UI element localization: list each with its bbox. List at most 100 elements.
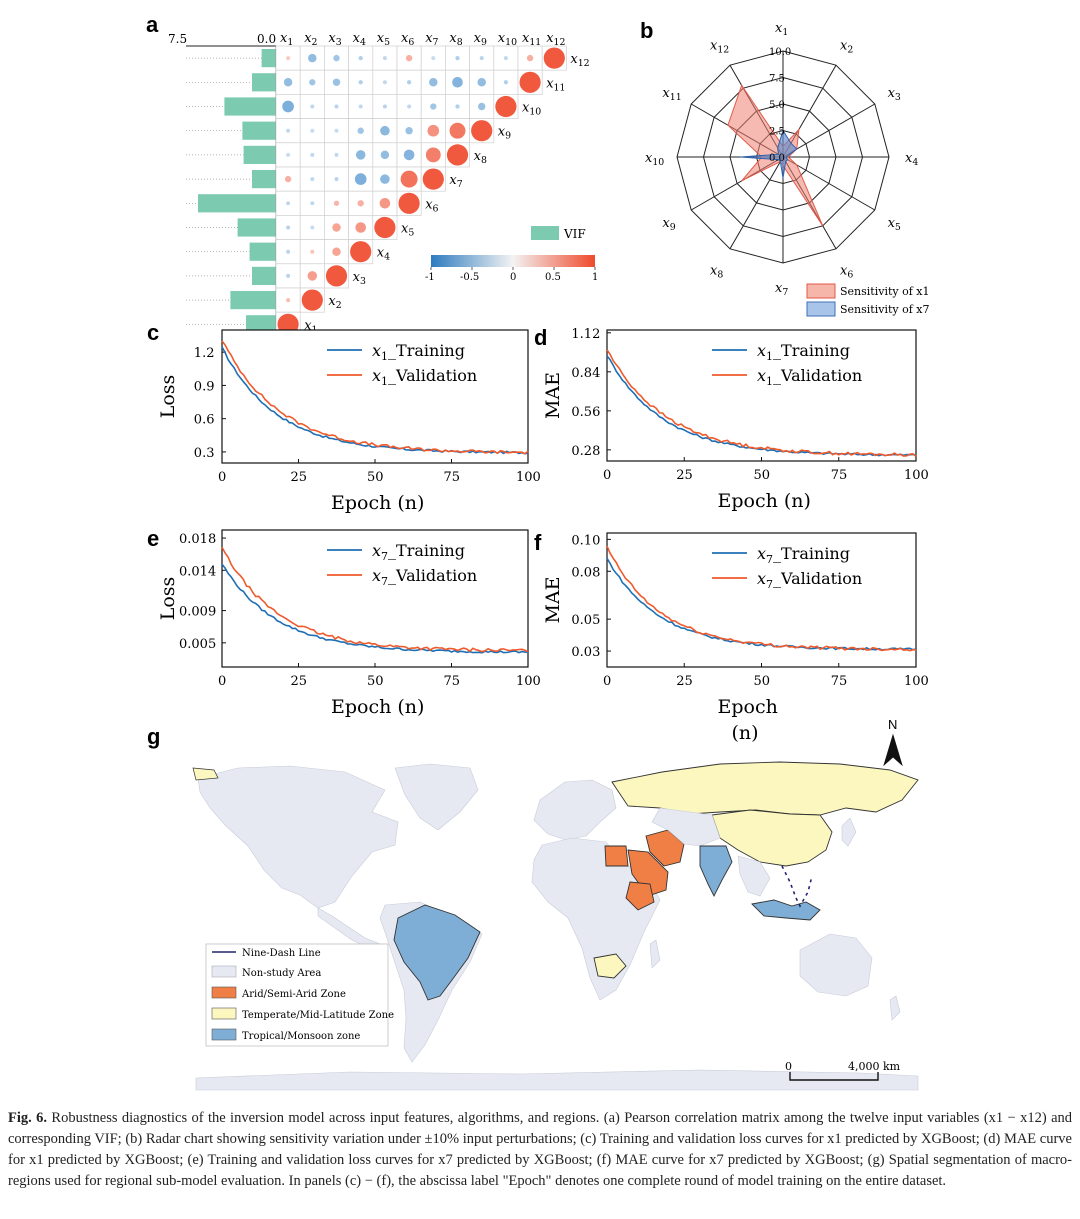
corr-circle-r6-c1: [284, 175, 292, 183]
corr-circle-r7-c6: [398, 192, 420, 214]
corr-circle-r4-c5: [380, 125, 390, 136]
y-tick-0.005: 0.005: [179, 637, 216, 652]
panel-label-b: b: [640, 18, 653, 43]
legend-label-x1_Validation: x1_Validation: [372, 366, 477, 388]
top-label-x1: x1: [280, 31, 293, 48]
radar-axis-label-x5: x5: [888, 216, 901, 233]
radar-legend-label-x1: Sensitivity of x1: [840, 285, 930, 298]
vif-bar-x4: [249, 242, 276, 261]
legend-label-x7_Training: x7_Training: [757, 544, 850, 566]
corr-circle-r2-c9: [477, 78, 486, 87]
panel-label-d: d: [534, 325, 547, 350]
corr-circle-r4-c4: [357, 127, 364, 134]
corr-circle-r6-c2: [310, 177, 315, 182]
x-tick-0: 0: [603, 674, 611, 689]
y-axis-label: MAE: [542, 576, 564, 623]
y-tick-0.9: 0.9: [194, 379, 215, 394]
corr-circle-r8-c2: [310, 225, 315, 230]
vif-bar-x5: [237, 218, 276, 237]
north-label: N: [888, 717, 897, 732]
corr-circle-r7-c5: [379, 198, 391, 209]
x-tick-100: 100: [516, 674, 541, 689]
x-tick-100: 100: [516, 470, 541, 485]
top-label-x6: x6: [401, 31, 414, 48]
corr-circle-r5-c2: [310, 152, 315, 157]
diag-label-x10: x10: [522, 101, 541, 118]
y-tick-0.10: 0.10: [571, 533, 600, 548]
corr-circle-r3-c2: [310, 104, 315, 109]
corr-circle-r1-c11: [526, 54, 534, 62]
corr-circle-r1-c5: [382, 56, 387, 61]
radar-axis-label-x10: x10: [645, 151, 664, 168]
corr-circle-r7-c1: [286, 201, 291, 206]
corr-circle-r1-c1: [286, 56, 291, 61]
corr-circle-r1-c12: [543, 47, 565, 69]
diag-label-x3: x3: [353, 270, 366, 287]
x-tick-25: 25: [676, 674, 693, 689]
panel-label-f: f: [534, 530, 542, 555]
corr-circle-r6-c4: [354, 173, 367, 185]
x-tick-50: 50: [367, 470, 384, 485]
corr-circle-r11-c1: [285, 297, 291, 303]
corr-circle-r2-c2: [309, 79, 316, 86]
y-tick-1.12: 1.12: [571, 327, 600, 342]
top-label-x8: x8: [449, 31, 462, 48]
legend-label-tropical: Tropical/Monsoon zone: [242, 1031, 360, 1042]
x-tick-100: 100: [904, 674, 929, 689]
y-axis-label: Loss: [157, 577, 179, 621]
corr-circle-r2-c7: [429, 78, 438, 87]
map-greenland: [394, 763, 479, 831]
corr-circle-r8-c4: [355, 222, 367, 233]
correlation-grid: [275, 45, 567, 337]
legend-label-arid: Arid/Semi-Arid Zone: [241, 989, 346, 1000]
map-europe: [533, 779, 617, 841]
north-arrow-icon: [883, 733, 903, 767]
world-map-panel: N 0 4,000 km Nine-Dash Line Non-study Ar…: [192, 717, 919, 1091]
legend-label-temperate: Temperate/Mid-Latitude Zone: [242, 1010, 394, 1021]
line-chart-c: 0 25 50 75 100 0.3 0.6 0.9 1.2 Epoch (n) Loss x1_Tr…: [157, 329, 541, 514]
radar-axis-label-x7: x7: [775, 281, 788, 298]
scale-end: 4,000 km: [848, 1060, 901, 1073]
map-madagascar: [649, 939, 661, 969]
top-label-x5: x5: [377, 31, 390, 48]
x-axis-label-2: (n): [732, 722, 759, 744]
series-line-x7_Validation: [221, 546, 529, 653]
top-label-x9: x9: [474, 31, 487, 48]
vif-bars: [186, 46, 277, 337]
plot-frame: [606, 329, 917, 462]
corr-circle-r6-c6: [400, 170, 418, 188]
corr-circle-r5-c5: [380, 150, 390, 160]
legend-label-x1_Validation: x1_Validation: [757, 366, 862, 388]
y-tick-0.84: 0.84: [571, 366, 600, 381]
map-north-america: [197, 765, 399, 909]
corr-circle-r4-c6: [405, 126, 413, 135]
corr-circle-r5-c8: [446, 144, 469, 166]
corr-circle-r7-c4: [357, 200, 364, 207]
vif-tick-7-5: 7.5: [168, 32, 187, 46]
vif-bar-x3: [252, 266, 276, 285]
x-tick-50: 50: [754, 674, 771, 689]
corr-circle-r3-c9: [477, 102, 486, 111]
top-label-x3: x3: [328, 31, 341, 48]
y-tick-0.014: 0.014: [179, 564, 216, 579]
corr-circle-r4-c1: [286, 128, 291, 133]
x-tick-25: 25: [291, 674, 308, 689]
panel-label-g: g: [147, 724, 160, 749]
top-label-x7: x7: [425, 31, 438, 48]
corr-circle-r4-c8: [449, 122, 466, 139]
corr-circle-r3-c5: [382, 104, 387, 109]
corr-circle-r5-c7: [425, 147, 441, 163]
corr-circle-r9-c4: [350, 241, 372, 263]
radar-spoke: [782, 156, 876, 211]
legend-swatch-tropical: [211, 1028, 237, 1041]
x-tick-75: 75: [444, 470, 461, 485]
corr-circle-r9-c1: [286, 249, 291, 254]
top-label-x11: x11: [522, 31, 541, 48]
radar-tick-10.0: 10.0: [769, 47, 791, 58]
caption-text: Robustness diagnostics of the inversion …: [8, 1110, 1073, 1189]
x-tick-75: 75: [831, 468, 848, 483]
legend-label-x1_Training: x1_Training: [757, 341, 850, 363]
series-line-x1_Validation: [606, 349, 917, 458]
corr-circle-r10-c1: [286, 273, 291, 278]
x-axis-label: Epoch (n): [331, 696, 424, 718]
